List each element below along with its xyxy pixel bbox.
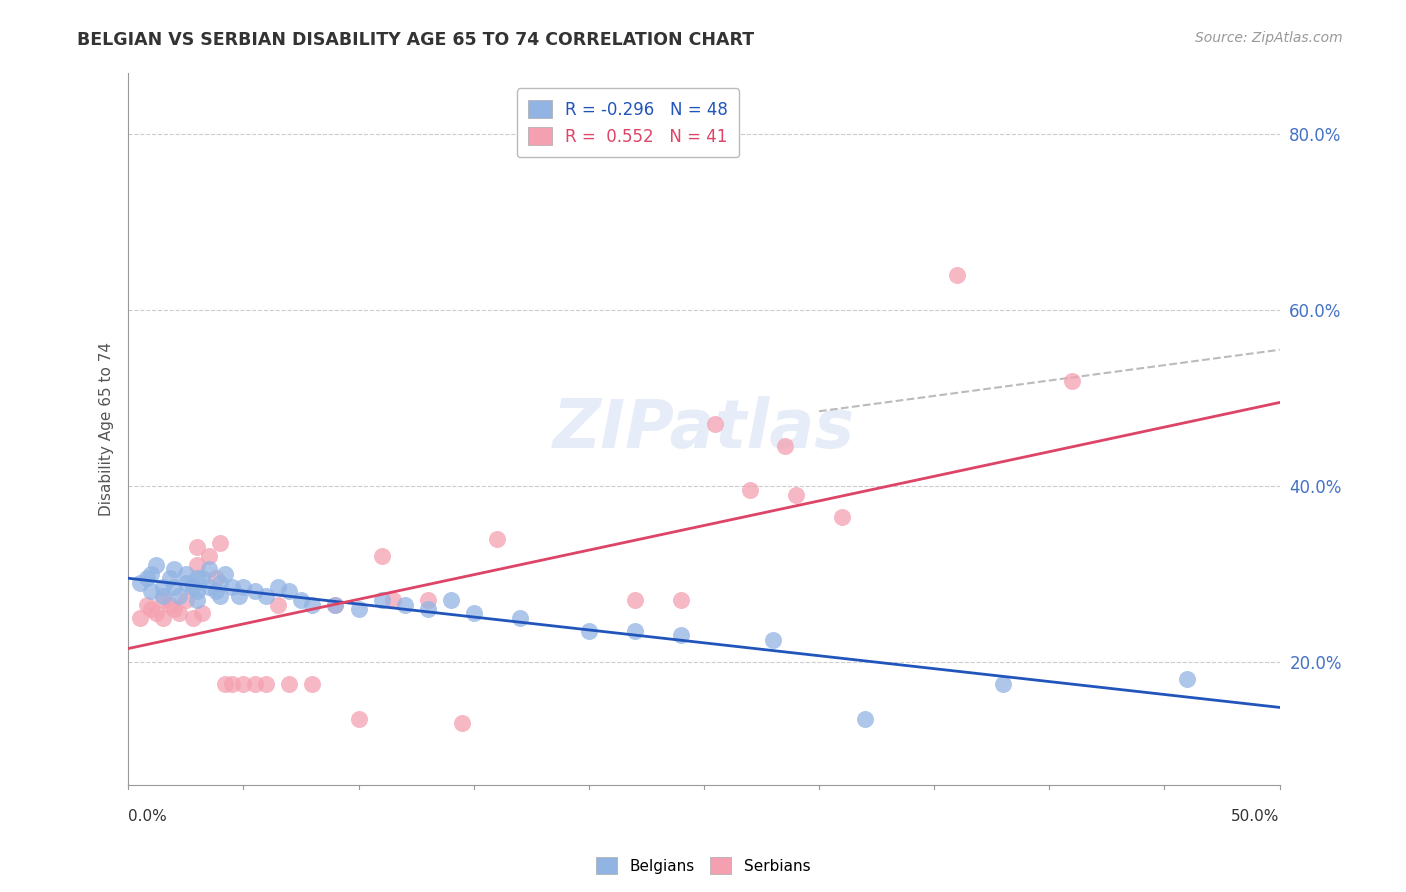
Point [152,580,174,594]
Text: 50.0%: 50.0% [1232,809,1279,824]
Point [186,584,208,599]
Point [831,509,853,524]
Text: BELGIAN VS SERBIAN DISABILITY AGE 65 TO 74 CORRELATION CHART: BELGIAN VS SERBIAN DISABILITY AGE 65 TO … [77,31,755,49]
Point [221,676,243,690]
Point [186,558,208,572]
Point [254,589,277,603]
Point [290,593,312,607]
Point [209,536,232,550]
Point [163,580,186,594]
Point [451,716,474,731]
Point [704,417,727,432]
Point [993,676,1015,690]
Text: ZIPatlas: ZIPatlas [553,396,855,462]
Point [145,558,167,572]
Point [214,676,236,690]
Point [463,607,485,621]
Point [135,571,157,585]
Point [141,602,163,616]
Point [163,602,186,616]
Point [174,593,197,607]
Point [370,593,392,607]
Point [773,439,796,453]
Point [128,575,150,590]
Legend: Belgians, Serbians: Belgians, Serbians [589,851,817,880]
Point [186,593,208,607]
Point [267,598,290,612]
Point [141,566,163,581]
Point [853,712,876,726]
Point [191,607,214,621]
Point [416,602,439,616]
Point [738,483,761,498]
Point [762,632,785,647]
Point [578,624,600,638]
Point [128,611,150,625]
Point [186,541,208,555]
Point [167,607,190,621]
Point [370,549,392,564]
Point [669,593,692,607]
Point [204,571,226,585]
Point [382,593,405,607]
Point [141,584,163,599]
Point [198,580,221,594]
Point [394,598,416,612]
Point [325,598,347,612]
Point [301,676,323,690]
Point [167,589,190,603]
Point [174,566,197,581]
Point [163,562,186,576]
Point [624,624,647,638]
Point [191,571,214,585]
Point [278,584,301,599]
Point [301,598,323,612]
Point [228,589,250,603]
Point [152,611,174,625]
Point [1177,673,1199,687]
Point [416,593,439,607]
Point [624,593,647,607]
Point [267,580,290,594]
Point [347,712,370,726]
Point [347,602,370,616]
Point [243,676,266,690]
Point [232,676,254,690]
Point [946,268,969,282]
Legend: R = -0.296   N = 48, R =  0.552   N = 41: R = -0.296 N = 48, R = 0.552 N = 41 [516,88,740,157]
Point [152,593,174,607]
Point [174,575,197,590]
Point [181,580,204,594]
Text: 0.0%: 0.0% [128,809,167,824]
Point [243,584,266,599]
Point [135,598,157,612]
Point [159,598,181,612]
Point [439,593,461,607]
Point [204,584,226,599]
Point [1062,374,1084,388]
Point [198,562,221,576]
Point [181,611,204,625]
Point [209,589,232,603]
Point [785,488,807,502]
Point [221,580,243,594]
Point [152,589,174,603]
Point [325,598,347,612]
Point [278,676,301,690]
Text: Source: ZipAtlas.com: Source: ZipAtlas.com [1195,31,1343,45]
Point [198,549,221,564]
Point [485,532,508,546]
Point [145,607,167,621]
Point [159,571,181,585]
Point [232,580,254,594]
Point [186,571,208,585]
Point [509,611,531,625]
Y-axis label: Disability Age 65 to 74: Disability Age 65 to 74 [100,342,114,516]
Point [209,575,232,590]
Point [214,566,236,581]
Point [254,676,277,690]
Point [669,628,692,642]
